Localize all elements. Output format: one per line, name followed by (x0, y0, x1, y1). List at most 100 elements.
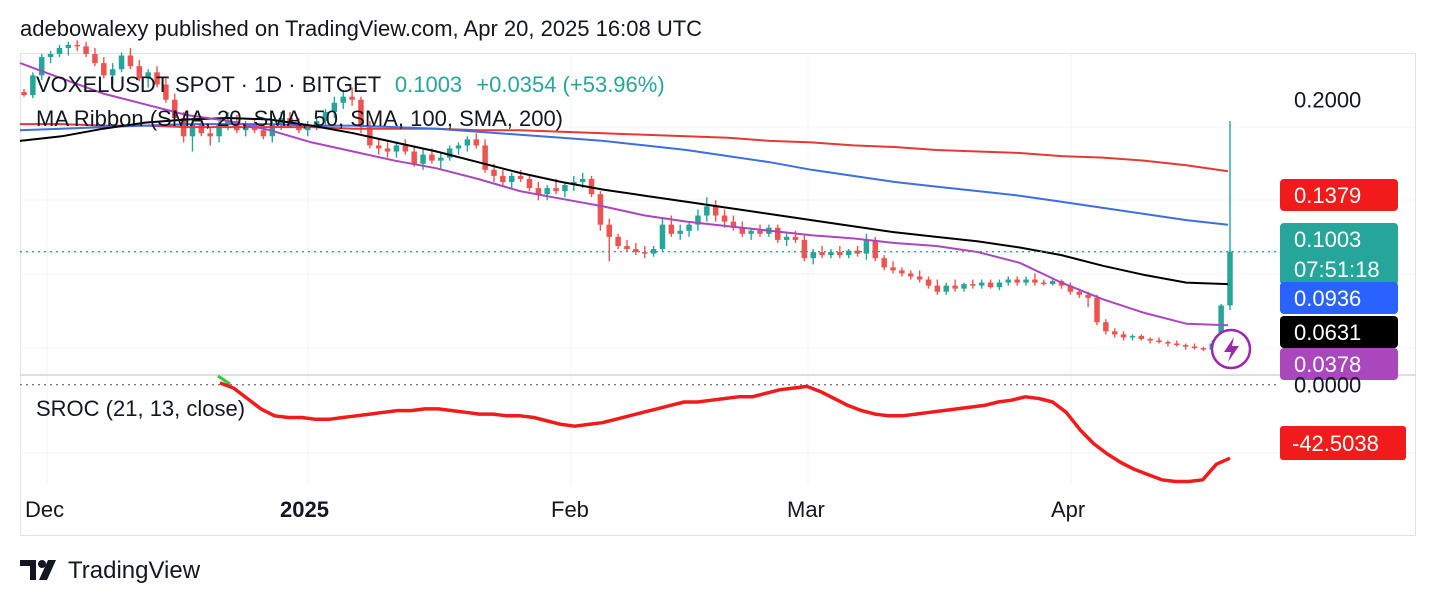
candle-body[interactable] (801, 239, 808, 259)
candle-body[interactable] (970, 284, 976, 286)
candle-body[interactable] (943, 285, 949, 292)
candle-body[interactable] (952, 285, 958, 289)
candle-body[interactable] (810, 252, 816, 259)
candle-body[interactable] (633, 249, 639, 253)
candle-body[interactable] (429, 154, 435, 161)
candle-body[interactable] (872, 239, 879, 259)
candle-body[interactable] (535, 188, 542, 195)
candle-body[interactable] (597, 194, 604, 225)
candle-body[interactable] (331, 102, 338, 112)
candle-body[interactable] (978, 282, 985, 286)
candle-body[interactable] (544, 188, 550, 195)
candle-body[interactable] (384, 148, 391, 152)
candle-body[interactable] (500, 175, 506, 182)
candle-body[interactable] (65, 44, 72, 48)
candle-body[interactable] (1014, 279, 1020, 283)
ma-ribbon-legend[interactable]: MA Ribbon (SMA, 20, SMA, 50, SMA, 100, S… (36, 106, 563, 132)
price-tag[interactable] (1280, 316, 1398, 348)
candle-body[interactable] (579, 178, 586, 182)
candle-body[interactable] (118, 55, 125, 70)
candle-body[interactable] (863, 239, 870, 254)
candle-body[interactable] (819, 252, 825, 256)
candle-body[interactable] (464, 139, 471, 146)
candle-body[interactable] (517, 175, 524, 179)
candle-body[interactable] (721, 215, 728, 222)
candle-body[interactable] (1049, 281, 1056, 285)
candle-body[interactable] (1147, 338, 1153, 341)
candle-body[interactable] (775, 227, 781, 240)
candle-body[interactable] (677, 230, 683, 234)
candle-body[interactable] (553, 188, 559, 192)
candle-body[interactable] (686, 224, 692, 231)
candle-body[interactable] (1129, 335, 1136, 338)
candle-body[interactable] (411, 151, 417, 164)
candle-body[interactable] (340, 96, 346, 103)
candle-body[interactable] (1191, 346, 1198, 349)
candle-body[interactable] (1165, 342, 1171, 344)
candle-body[interactable] (899, 270, 905, 274)
candle-body[interactable] (30, 75, 36, 96)
candle-body[interactable] (260, 130, 267, 137)
candle-body[interactable] (908, 273, 914, 277)
candle-body[interactable] (482, 145, 488, 170)
symbol-label[interactable]: VOXELUSDT SPOT · 1D · BITGET (36, 72, 381, 97)
candle-body[interactable] (1005, 279, 1012, 283)
candle-body[interactable] (207, 133, 213, 137)
candle-body[interactable] (287, 118, 293, 125)
candle-body[interactable] (987, 282, 994, 288)
candle-body[interactable] (109, 69, 116, 76)
candle-body[interactable] (845, 250, 852, 256)
candle-body[interactable] (127, 55, 134, 67)
candle-body[interactable] (1085, 294, 1091, 298)
candle-body[interactable] (828, 252, 834, 256)
candle-body[interactable] (92, 54, 98, 64)
candle-body[interactable] (739, 227, 746, 234)
candle-body[interactable] (393, 145, 400, 152)
candle-body[interactable] (1041, 282, 1047, 285)
candle-body[interactable] (420, 154, 426, 164)
candle-body[interactable] (1227, 251, 1233, 306)
candle-body[interactable] (163, 84, 169, 100)
candle-body[interactable] (854, 250, 861, 254)
candle-body[interactable] (704, 206, 710, 216)
candle-body[interactable] (402, 145, 409, 152)
candle-body[interactable] (491, 169, 497, 176)
candle-body[interactable] (1076, 291, 1082, 295)
sroc-legend[interactable]: SROC (21, 13, close) (36, 396, 245, 422)
candle-body[interactable] (358, 99, 364, 128)
candle-body[interactable] (1111, 331, 1118, 335)
candle-body[interactable] (21, 92, 27, 96)
candle-body[interactable] (668, 224, 675, 234)
candle-body[interactable] (1032, 279, 1038, 283)
candle-body[interactable] (1138, 335, 1145, 339)
candle-body[interactable] (225, 121, 231, 125)
candle-body[interactable] (650, 249, 657, 254)
candle-body[interactable] (615, 236, 621, 246)
candle-body[interactable] (606, 224, 613, 237)
candle-body[interactable] (996, 282, 1003, 288)
candle-body[interactable] (508, 175, 515, 182)
candle-body[interactable] (47, 54, 54, 58)
price-tag[interactable] (1280, 223, 1398, 285)
candle-body[interactable] (881, 258, 887, 268)
candle-body[interactable] (234, 121, 240, 131)
price-tag[interactable] (1280, 179, 1398, 211)
candle-body[interactable] (916, 276, 923, 280)
candle-body[interactable] (890, 267, 896, 271)
candle-body[interactable] (730, 221, 737, 228)
candle-body[interactable] (1103, 322, 1109, 332)
candle-body[interactable] (189, 124, 196, 137)
candle-body[interactable] (1200, 348, 1207, 350)
candle-body[interactable] (526, 178, 533, 189)
candle-body[interactable] (145, 72, 151, 79)
candle-body[interactable] (216, 124, 222, 137)
candle-body[interactable] (925, 279, 932, 286)
candle-body[interactable] (322, 111, 329, 122)
candle-body[interactable] (56, 47, 63, 54)
price-tag[interactable] (1280, 282, 1398, 314)
candle-body[interactable] (934, 285, 941, 292)
candle-body[interactable] (74, 44, 80, 47)
candle-body[interactable] (1182, 345, 1189, 347)
candle-body[interactable] (641, 252, 648, 254)
